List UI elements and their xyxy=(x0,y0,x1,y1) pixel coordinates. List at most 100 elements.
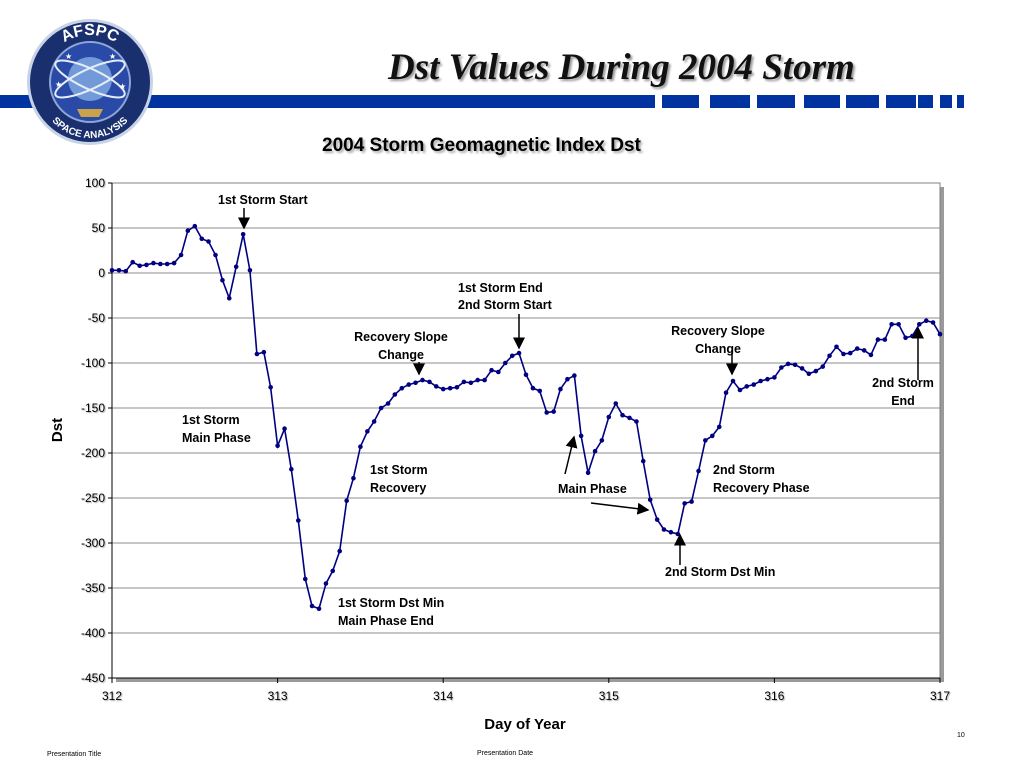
data-point xyxy=(923,318,929,324)
header-band-block xyxy=(940,95,952,108)
footer-presentation-date: Presentation Date xyxy=(477,750,534,757)
y-tick-label: -350 xyxy=(81,581,105,595)
data-point xyxy=(344,498,349,504)
data-point xyxy=(254,351,260,357)
plot-area xyxy=(111,182,941,679)
data-point xyxy=(703,438,708,443)
data-point xyxy=(668,529,674,535)
data-point xyxy=(730,378,736,384)
y-axis-label: Dst xyxy=(49,418,66,442)
data-point xyxy=(654,517,660,522)
data-point xyxy=(592,448,598,454)
chart-title: 2004 Storm Geomagnetic Index Dst xyxy=(322,135,641,156)
data-point xyxy=(316,606,322,611)
svg-text:★: ★ xyxy=(119,82,126,91)
data-point xyxy=(240,232,246,237)
data-point xyxy=(289,466,294,472)
data-point xyxy=(640,458,646,464)
data-point xyxy=(268,385,273,390)
data-point xyxy=(737,387,743,393)
data-point xyxy=(558,386,563,392)
y-tick-label: -400 xyxy=(81,626,105,640)
header-band-block xyxy=(757,95,795,108)
data-point xyxy=(930,320,936,325)
data-point xyxy=(882,337,888,342)
data-point xyxy=(917,322,922,327)
annotation-text: 1st Storm xyxy=(182,413,240,427)
y-tick-label: -100 xyxy=(81,356,105,370)
y-tick-label: -200 xyxy=(81,446,105,460)
data-point xyxy=(647,497,653,503)
data-point xyxy=(585,470,591,476)
annotation-text: Recovery Slope xyxy=(354,330,448,344)
data-point xyxy=(296,518,301,523)
data-point xyxy=(496,369,501,375)
annotation-recovery-slope-2: Recovery Slope Change xyxy=(671,324,765,356)
data-point xyxy=(399,385,405,391)
data-point xyxy=(192,223,198,229)
data-point xyxy=(330,568,336,574)
data-point xyxy=(578,433,584,439)
data-point xyxy=(875,337,881,342)
data-point xyxy=(454,385,460,390)
data-point xyxy=(910,333,915,339)
data-point xyxy=(903,335,908,341)
data-point xyxy=(530,385,536,391)
y-tick-label: -150 xyxy=(81,401,105,415)
data-point xyxy=(413,380,418,386)
y-tick-label: 100 xyxy=(85,176,105,190)
annotation-text: Recovery Slope xyxy=(671,324,765,338)
data-point xyxy=(820,364,826,369)
data-point xyxy=(123,268,129,274)
data-point xyxy=(799,366,805,371)
data-point xyxy=(523,372,529,378)
data-point xyxy=(516,350,522,356)
data-point xyxy=(158,261,163,267)
data-point xyxy=(834,344,839,350)
data-point xyxy=(420,377,425,383)
annotation-text: Phase xyxy=(370,499,407,513)
svg-text:★: ★ xyxy=(65,52,72,61)
data-point xyxy=(827,353,832,359)
data-point xyxy=(716,424,722,430)
data-point xyxy=(427,379,432,385)
data-point xyxy=(468,380,474,386)
data-point xyxy=(337,548,343,554)
data-point xyxy=(696,468,701,474)
x-tick-label: 313 xyxy=(268,689,288,703)
data-point xyxy=(503,360,508,366)
data-point xyxy=(199,236,205,242)
data-point xyxy=(151,260,156,266)
data-point xyxy=(206,239,211,244)
data-point xyxy=(751,382,756,387)
data-point xyxy=(164,261,170,267)
data-point xyxy=(661,527,667,532)
data-point xyxy=(620,412,625,418)
annotation-text: Main Phase xyxy=(182,431,251,445)
annotation-text: Main Phase End xyxy=(338,614,434,628)
data-point xyxy=(302,576,308,582)
data-point xyxy=(433,384,439,389)
data-point xyxy=(861,348,867,353)
svg-text:★: ★ xyxy=(109,52,116,61)
annotation-text: Recovery Phase xyxy=(713,481,810,495)
data-point xyxy=(482,377,487,383)
annotation-text: Recovery xyxy=(370,481,426,495)
x-tick-label: 312 xyxy=(102,689,122,703)
data-point xyxy=(351,475,356,481)
data-point xyxy=(358,444,363,450)
data-point xyxy=(785,361,791,367)
header-band xyxy=(0,95,655,108)
annotation-second-storm-dst-min: 2nd Storm Dst Min xyxy=(665,565,775,579)
annotation-arrow xyxy=(590,502,650,515)
header-band-block xyxy=(846,95,879,108)
annotation-text: Main Phase xyxy=(558,482,627,496)
data-point xyxy=(634,419,639,424)
annotation-first-storm-recovery: 1st Storm Recovery Phase xyxy=(370,463,428,513)
data-point xyxy=(537,388,543,394)
annotation-text: 2nd Storm xyxy=(713,463,775,477)
x-tick-label: 314 xyxy=(433,689,453,703)
data-point xyxy=(461,379,467,385)
data-point xyxy=(758,378,763,384)
data-point xyxy=(744,384,750,389)
